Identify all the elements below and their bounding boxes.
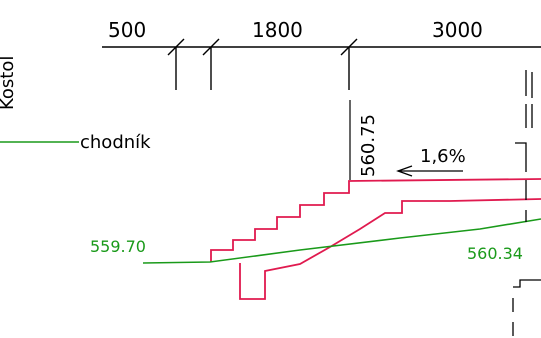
elevation-left-label: 559.70 (90, 237, 146, 256)
edge-label: Kostol (0, 56, 18, 110)
dimension-tick-1 (167, 38, 185, 56)
dimension-label-1800: 1800 (252, 18, 303, 42)
ground-line (142, 218, 541, 264)
dimension-tick-2 (202, 38, 220, 56)
slope-arrow (396, 165, 463, 177)
dimension-tick-3 (340, 38, 358, 56)
dimension-chain (102, 38, 541, 90)
right-structure (512, 70, 541, 336)
dimension-label-500: 500 (108, 18, 146, 42)
elevation-right-label: 560.34 (467, 244, 523, 263)
path-label: chodník (80, 132, 151, 153)
stairs-outline (210, 178, 541, 300)
elevation-top-label: 560.75 (358, 114, 379, 177)
slope-label: 1,6% (420, 146, 466, 167)
dimension-label-3000: 3000 (432, 18, 483, 42)
